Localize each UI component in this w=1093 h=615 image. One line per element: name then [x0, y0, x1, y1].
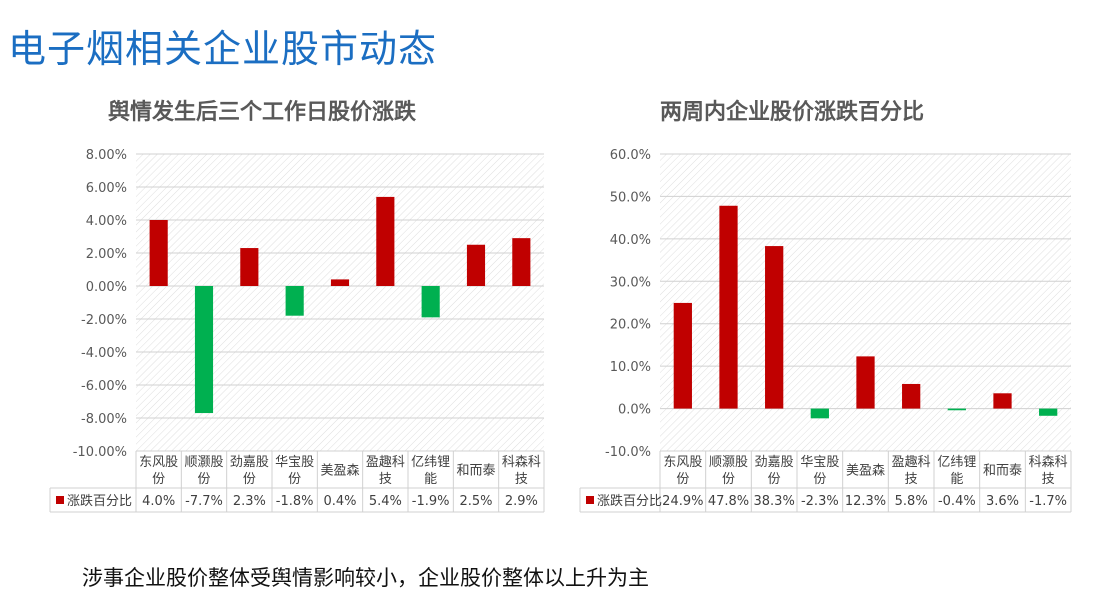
y-tick-label: -10.00%: [73, 445, 127, 460]
bar: [194, 286, 214, 414]
data-label: 2.9%: [505, 494, 538, 509]
legend-label: 涨跌百分比: [597, 493, 662, 509]
bar: [1039, 408, 1058, 416]
data-label: 2.5%: [459, 494, 492, 509]
category-label: 亿纬锂: [937, 455, 976, 470]
y-tick-label: 10.0%: [610, 360, 651, 375]
bar: [810, 408, 829, 419]
bar: [466, 244, 486, 286]
category-label: 和而泰: [456, 464, 495, 479]
y-tick-label: 2.00%: [86, 247, 127, 262]
category-label: 份: [722, 472, 735, 487]
category-label: 亿纬锂: [411, 455, 450, 470]
category-label: 劲嘉股: [755, 455, 794, 470]
category-label: 技: [1042, 472, 1055, 487]
y-tick-label: 0.0%: [618, 403, 651, 418]
bar: [149, 220, 168, 286]
y-tick-label: -2.00%: [81, 313, 127, 328]
data-label: 38.3%: [754, 494, 795, 509]
y-tick-label: 8.00%: [86, 148, 127, 163]
data-label: 2.3%: [233, 494, 266, 509]
y-tick-label: 6.00%: [86, 181, 127, 196]
category-label: 技: [515, 472, 528, 487]
data-label: 0.4%: [323, 494, 356, 509]
y-tick-label: 40.0%: [610, 233, 651, 248]
data-label: -1.9%: [412, 494, 450, 509]
y-tick-label: 0.00%: [86, 280, 127, 295]
data-label: 4.0%: [142, 494, 175, 509]
bar: [719, 205, 738, 409]
bar: [285, 286, 304, 316]
bar: [240, 248, 259, 286]
category-label: 顺灏股: [184, 454, 223, 470]
y-tick-label: -10.0%: [605, 445, 651, 460]
data-label: 47.8%: [708, 494, 749, 509]
category-label: 能: [950, 472, 963, 487]
chart1-title: 舆情发生后三个工作日股价涨跌: [108, 100, 417, 125]
category-label: 份: [152, 472, 165, 487]
bar: [421, 286, 440, 318]
data-label: -1.8%: [276, 494, 314, 509]
bar: [856, 356, 875, 409]
data-label: -0.4%: [938, 494, 976, 509]
category-label: 份: [768, 472, 781, 487]
data-label: 5.4%: [369, 494, 402, 509]
slide-footer-text: 涉事企业股价整体受舆情影响较小，企业股价整体以上升为主: [82, 566, 649, 590]
bar: [376, 196, 395, 286]
data-label: -2.3%: [801, 494, 839, 509]
category-label: 份: [288, 472, 301, 487]
category-label: 份: [813, 472, 826, 487]
category-label: 顺灏股: [709, 454, 748, 470]
y-tick-label: -4.00%: [81, 346, 127, 361]
category-label: 盈趣科: [892, 455, 931, 470]
bar: [902, 383, 921, 409]
data-label: -7.7%: [185, 494, 223, 509]
y-tick-label: 30.0%: [610, 275, 651, 290]
legend-swatch: [56, 496, 64, 504]
category-label: 美盈森: [846, 464, 885, 479]
category-label: 份: [676, 472, 689, 487]
category-label: 东风股: [139, 455, 178, 470]
category-label: 科森科: [502, 455, 541, 470]
data-label: 5.8%: [895, 494, 928, 509]
bar: [765, 246, 784, 409]
category-label: 技: [379, 472, 392, 487]
data-label: 3.6%: [986, 494, 1019, 509]
bar: [330, 279, 350, 286]
bar: [673, 302, 692, 409]
category-label: 份: [197, 472, 210, 487]
data-label: 24.9%: [662, 494, 703, 509]
category-label: 劲嘉股: [230, 455, 269, 470]
y-tick-label: 50.0%: [610, 190, 651, 205]
y-tick-label: 4.00%: [86, 214, 127, 229]
bar: [512, 238, 531, 286]
category-label: 科森科: [1029, 455, 1068, 470]
category-label: 盈趣科: [366, 455, 405, 470]
category-label: 和而泰: [983, 464, 1022, 479]
bar: [993, 393, 1012, 409]
legend-swatch: [586, 496, 594, 504]
category-label: 东风股: [663, 455, 702, 470]
data-label: -1.7%: [1029, 494, 1067, 509]
data-label: 12.3%: [845, 494, 886, 509]
y-tick-label: 20.0%: [610, 318, 651, 333]
legend-label: 涨跌百分比: [67, 493, 132, 509]
y-tick-label: -6.00%: [81, 379, 127, 394]
chart2-title: 两周内企业股价涨跌百分比: [660, 100, 925, 125]
category-label: 华宝股: [275, 455, 314, 470]
y-tick-label: 60.0%: [610, 148, 651, 163]
category-label: 份: [243, 472, 256, 487]
bar: [947, 408, 966, 411]
category-label: 华宝股: [800, 455, 839, 470]
y-tick-label: -8.00%: [81, 412, 127, 427]
slide-title: 电子烟相关企业股市动态: [8, 27, 438, 71]
category-label: 技: [905, 472, 918, 487]
category-label: 能: [424, 472, 437, 487]
category-label: 美盈森: [320, 464, 359, 479]
